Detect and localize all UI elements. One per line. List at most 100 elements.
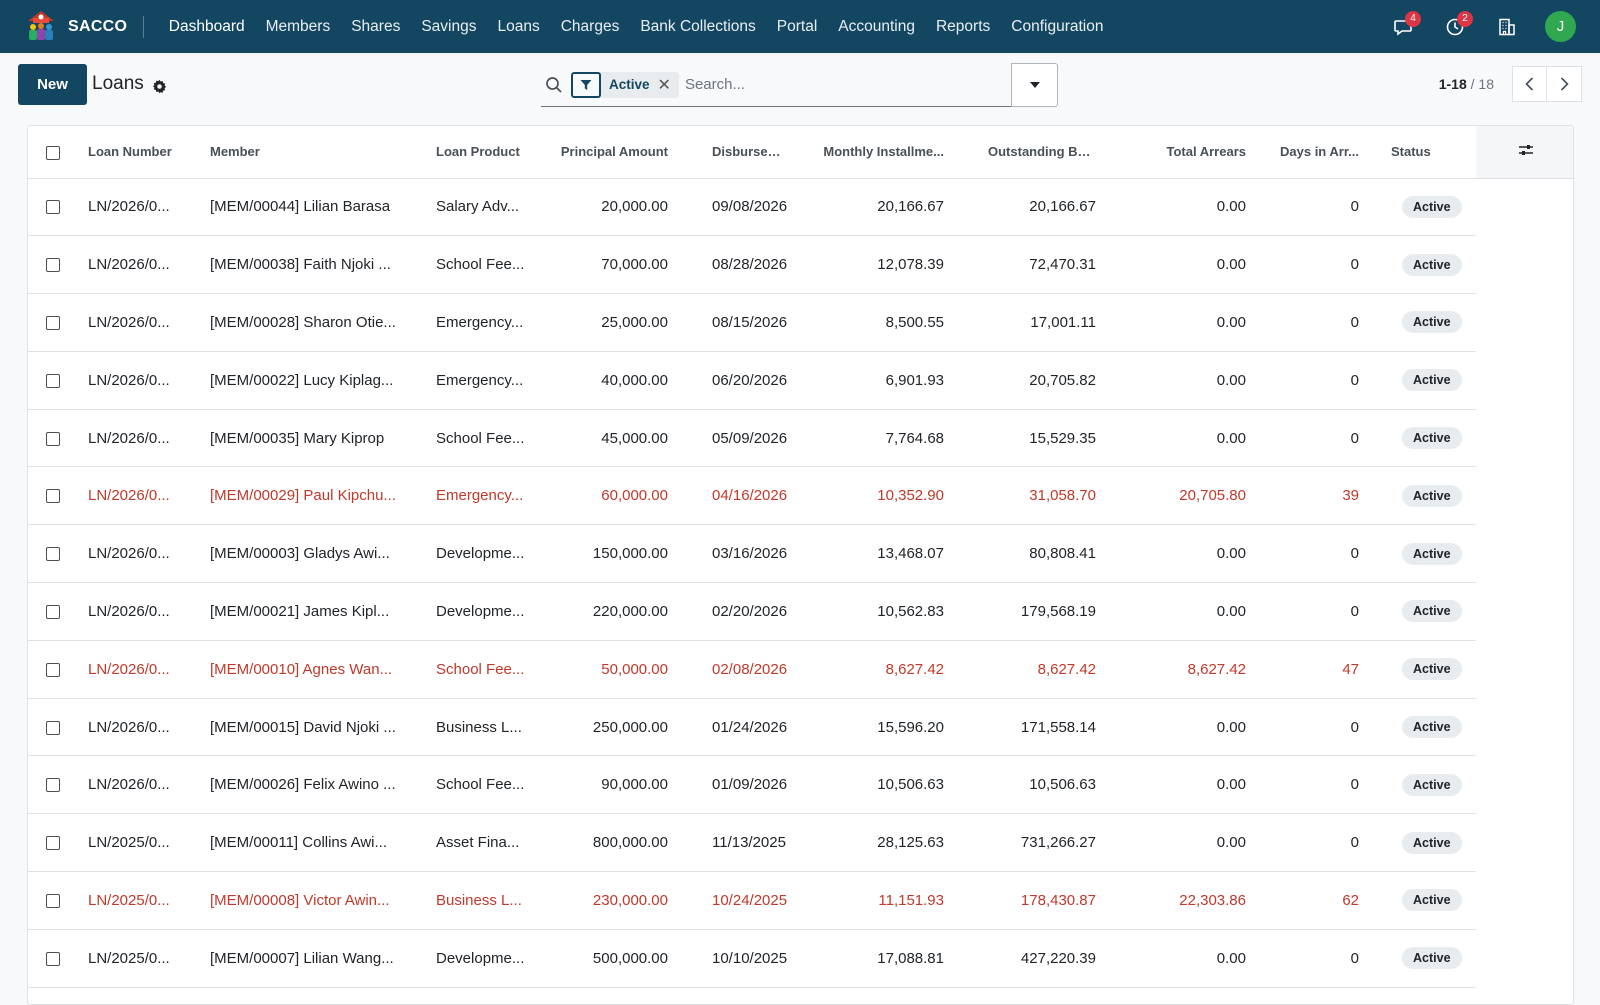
menu-item-members[interactable]: Members xyxy=(265,18,331,35)
menu-item-bank-collections[interactable]: Bank Collections xyxy=(640,18,756,35)
loan-product-cell: School Fee... xyxy=(428,235,546,295)
days-in-arrears-cell: 0 xyxy=(1254,813,1367,873)
row-checkbox[interactable] xyxy=(28,640,80,699)
row-spacer xyxy=(1476,755,1573,815)
loan-product-cell: Business L... xyxy=(428,698,546,757)
table-row[interactable]: LN/2026/0... [MEM/00010] Agnes Wan... Scho… xyxy=(28,640,1573,699)
table-row[interactable]: LN/2026/0... [MEM/00003] Gladys Awi... Dev… xyxy=(28,524,1573,584)
building-icon xyxy=(1499,18,1515,35)
row-checkbox[interactable] xyxy=(28,409,80,468)
menu-item-configuration[interactable]: Configuration xyxy=(1011,18,1104,35)
menu-item-portal[interactable]: Portal xyxy=(776,18,818,35)
table-row[interactable]: LN/2026/0... [MEM/00022] Lucy Kiplag... Em… xyxy=(28,351,1573,410)
menu-item-charges[interactable]: Charges xyxy=(560,18,620,35)
brand[interactable]: SACCO xyxy=(24,10,145,40)
total-arrears-cell: 8,627.42 xyxy=(1104,640,1254,699)
row-checkbox[interactable] xyxy=(28,929,80,988)
row-checkbox[interactable] xyxy=(28,813,80,873)
column-header[interactable]: Outstanding Bala... xyxy=(952,126,1104,179)
table-row[interactable]: LN/2025/0... [MEM/00007] Lilian Wang... De… xyxy=(28,929,1573,988)
pager-value[interactable]: 1-18 / 18 xyxy=(1438,76,1494,92)
row-checkbox[interactable] xyxy=(28,698,80,757)
company-switcher-button[interactable] xyxy=(1489,9,1525,45)
column-header[interactable]: Total Arrears xyxy=(1104,126,1254,179)
table-row[interactable]: LN/2026/0... [MEM/00015] David Njoki ... B… xyxy=(28,698,1573,757)
table-row[interactable]: LN/2026/0... [MEM/00021] James Kipl... Dev… xyxy=(28,582,1573,641)
menu-item-reports[interactable]: Reports xyxy=(935,18,991,35)
pager-next-button[interactable] xyxy=(1547,66,1582,102)
row-checkbox[interactable] xyxy=(28,235,80,295)
row-checkbox[interactable] xyxy=(28,351,80,410)
row-checkbox[interactable] xyxy=(28,871,80,930)
row-checkbox[interactable] xyxy=(28,178,80,237)
menu-item-dashboard[interactable]: Dashboard xyxy=(168,18,245,35)
row-checkbox[interactable] xyxy=(28,582,80,641)
total-arrears-cell: 0.00 xyxy=(1104,409,1254,468)
menu-item-accounting[interactable]: Accounting xyxy=(838,18,915,35)
loan-number-cell: LN/2025/0... xyxy=(80,871,202,930)
table-row[interactable]: LN/2026/0... [MEM/00028] Sharon Otie... Em… xyxy=(28,293,1573,352)
loan-number-cell: LN/2026/0... xyxy=(80,524,202,584)
row-checkbox[interactable] xyxy=(28,466,80,526)
column-header[interactable]: Member xyxy=(202,126,428,179)
outstanding-balance-cell: 72,470.31 xyxy=(952,235,1104,295)
activities-button[interactable]: 2 xyxy=(1437,9,1473,45)
status-cell: Active xyxy=(1367,524,1476,584)
loan-number-cell: LN/2026/0... xyxy=(80,582,202,641)
monthly-installment-cell: 11,151.93 xyxy=(800,871,952,930)
column-header[interactable]: Loan Number xyxy=(80,126,202,179)
status-cell: Active xyxy=(1367,813,1476,873)
table-row[interactable]: LN/2025/0... [MEM/00011] Collins Awi... As… xyxy=(28,813,1573,873)
filter-facet[interactable]: Active ✕ xyxy=(571,71,679,98)
table-row[interactable]: LN/2026/0... [MEM/00035] Mary Kiprop Schoo… xyxy=(28,409,1573,468)
status-badge: Active xyxy=(1402,427,1462,450)
menu-item-savings[interactable]: Savings xyxy=(421,18,477,35)
row-checkbox[interactable] xyxy=(28,524,80,584)
column-header[interactable]: Disbursemen... xyxy=(676,126,800,179)
loans-list: Loan Number Member Loan Product Principa… xyxy=(27,125,1574,1005)
table-row[interactable]: LN/2026/0... [MEM/00029] Paul Kipchu... Em… xyxy=(28,466,1573,526)
filter-facet-label: Active xyxy=(609,77,650,92)
close-icon[interactable]: ✕ xyxy=(657,76,671,94)
outstanding-balance-cell: 10,506.63 xyxy=(952,755,1104,815)
loan-number-cell: LN/2026/0... xyxy=(80,409,202,468)
pager-previous-button[interactable] xyxy=(1512,66,1547,102)
search-box: Active ✕ xyxy=(541,63,1011,107)
column-header[interactable]: Principal Amount xyxy=(546,126,676,179)
loan-product-cell: Developme... xyxy=(428,929,546,988)
search-options-toggle[interactable] xyxy=(1011,63,1058,107)
days-in-arrears-cell: 0 xyxy=(1254,582,1367,641)
row-checkbox[interactable] xyxy=(28,755,80,815)
status-badge: Active xyxy=(1402,831,1462,854)
status-badge: Active xyxy=(1402,658,1462,681)
loan-number-cell: LN/2026/0... xyxy=(80,293,202,352)
table-row[interactable]: LN/2026/0... [MEM/00038] Faith Njoki ... S… xyxy=(28,235,1573,295)
total-arrears-cell: 0.00 xyxy=(1104,235,1254,295)
monthly-installment-cell: 7,764.68 xyxy=(800,409,952,468)
select-all-checkbox[interactable] xyxy=(28,126,80,179)
loan-product-cell: Business L... xyxy=(428,871,546,930)
column-header[interactable]: Loan Product xyxy=(428,126,546,179)
column-header[interactable]: Status xyxy=(1367,126,1476,179)
menu-item-shares[interactable]: Shares xyxy=(351,18,401,35)
caret-down-icon xyxy=(1029,82,1040,88)
table-header-row: Loan Number Member Loan Product Principa… xyxy=(28,126,1573,179)
new-button[interactable]: New xyxy=(18,63,87,105)
member-cell: [MEM/00007] Lilian Wang... xyxy=(202,929,428,988)
principal-amount-cell: 50,000.00 xyxy=(546,640,676,699)
row-checkbox[interactable] xyxy=(28,293,80,352)
optional-columns-toggle[interactable] xyxy=(1476,126,1573,179)
user-avatar[interactable]: J xyxy=(1545,11,1576,42)
gear-icon[interactable] xyxy=(152,79,167,94)
search-input[interactable] xyxy=(684,76,985,93)
table-row[interactable]: LN/2026/0... [MEM/00026] Felix Awino ... S… xyxy=(28,755,1573,815)
table-row[interactable]: LN/2026/0... [MEM/00044] Lilian Barasa Sal… xyxy=(28,178,1573,237)
column-header[interactable]: Days in Arr... xyxy=(1254,126,1367,179)
disbursement-date-cell: 08/28/2026 xyxy=(676,235,800,295)
outstanding-balance-cell: 8,627.42 xyxy=(952,640,1104,699)
menu-item-loans[interactable]: Loans xyxy=(497,18,540,35)
messages-button[interactable]: 4 xyxy=(1385,9,1421,45)
column-header[interactable]: Monthly Installme... xyxy=(800,126,952,179)
loan-product-cell: Emergency... xyxy=(428,351,546,410)
table-row[interactable]: LN/2025/0... [MEM/00008] Victor Awin... Bu… xyxy=(28,871,1573,930)
